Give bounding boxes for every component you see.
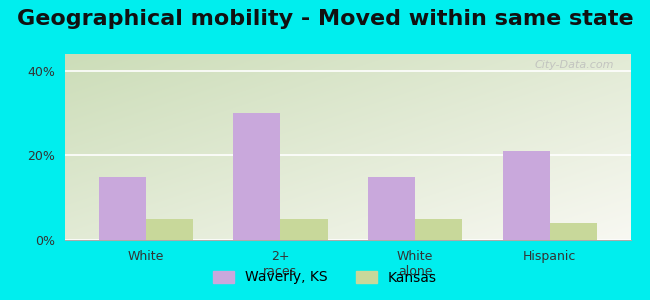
Bar [99, 177, 146, 240]
Bar [280, 219, 328, 240]
Bar [415, 219, 462, 240]
Bar [502, 151, 550, 240]
Bar [550, 223, 597, 240]
Bar [368, 177, 415, 240]
Bar [146, 219, 193, 240]
Text: City-Data.com: City-Data.com [534, 60, 614, 70]
Bar [233, 113, 280, 240]
Text: Geographical mobility - Moved within same state: Geographical mobility - Moved within sam… [17, 9, 633, 29]
Legend: Waverly, KS, Kansas: Waverly, KS, Kansas [208, 265, 442, 290]
